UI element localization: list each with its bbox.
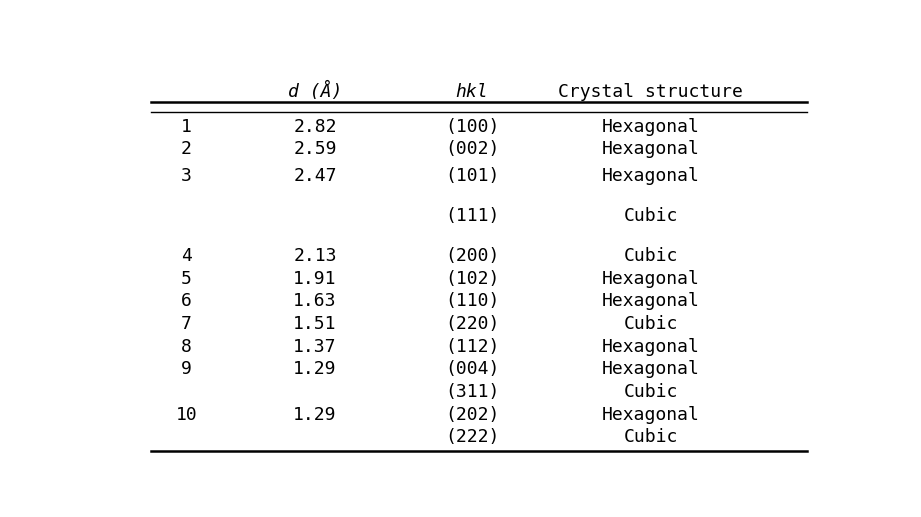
Text: Cubic: Cubic (624, 315, 678, 333)
Text: 10: 10 (176, 406, 197, 424)
Text: 7: 7 (181, 315, 192, 333)
Text: Hexagonal: Hexagonal (601, 360, 699, 378)
Text: (101): (101) (445, 168, 499, 185)
Text: 1.37: 1.37 (293, 338, 337, 356)
Text: (202): (202) (445, 406, 499, 424)
Text: 1: 1 (181, 117, 192, 135)
Text: 5: 5 (181, 269, 192, 287)
Text: hkl: hkl (456, 83, 488, 101)
Text: Hexagonal: Hexagonal (601, 140, 699, 158)
Text: 2.13: 2.13 (293, 247, 337, 265)
Text: Cubic: Cubic (624, 383, 678, 401)
Text: 1.29: 1.29 (293, 360, 337, 378)
Text: Hexagonal: Hexagonal (601, 168, 699, 185)
Text: (002): (002) (445, 140, 499, 158)
Text: Hexagonal: Hexagonal (601, 117, 699, 135)
Text: Hexagonal: Hexagonal (601, 406, 699, 424)
Text: d (Å): d (Å) (287, 82, 343, 101)
Text: (311): (311) (445, 383, 499, 401)
Text: 1.91: 1.91 (293, 269, 337, 287)
Text: (112): (112) (445, 338, 499, 356)
Text: Cubic: Cubic (624, 429, 678, 447)
Text: 6: 6 (181, 292, 192, 310)
Text: 1.63: 1.63 (293, 292, 337, 310)
Text: 4: 4 (181, 247, 192, 265)
Text: (100): (100) (445, 117, 499, 135)
Text: (222): (222) (445, 429, 499, 447)
Text: 1.51: 1.51 (293, 315, 337, 333)
Text: Cubic: Cubic (624, 247, 678, 265)
Text: Cubic: Cubic (624, 207, 678, 225)
Text: Hexagonal: Hexagonal (601, 269, 699, 287)
Text: Hexagonal: Hexagonal (601, 292, 699, 310)
Text: 9: 9 (181, 360, 192, 378)
Text: 2.82: 2.82 (293, 117, 337, 135)
Text: (102): (102) (445, 269, 499, 287)
Text: (004): (004) (445, 360, 499, 378)
Text: 2.47: 2.47 (293, 168, 337, 185)
Text: 3: 3 (181, 168, 192, 185)
Text: 8: 8 (181, 338, 192, 356)
Text: 2: 2 (181, 140, 192, 158)
Text: 2.59: 2.59 (293, 140, 337, 158)
Text: 1.29: 1.29 (293, 406, 337, 424)
Text: (110): (110) (445, 292, 499, 310)
Text: Hexagonal: Hexagonal (601, 338, 699, 356)
Text: Crystal structure: Crystal structure (558, 83, 743, 101)
Text: (200): (200) (445, 247, 499, 265)
Text: (111): (111) (445, 207, 499, 225)
Text: (220): (220) (445, 315, 499, 333)
